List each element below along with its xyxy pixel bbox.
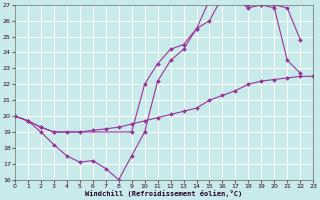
- X-axis label: Windchill (Refroidissement éolien,°C): Windchill (Refroidissement éolien,°C): [85, 190, 243, 197]
